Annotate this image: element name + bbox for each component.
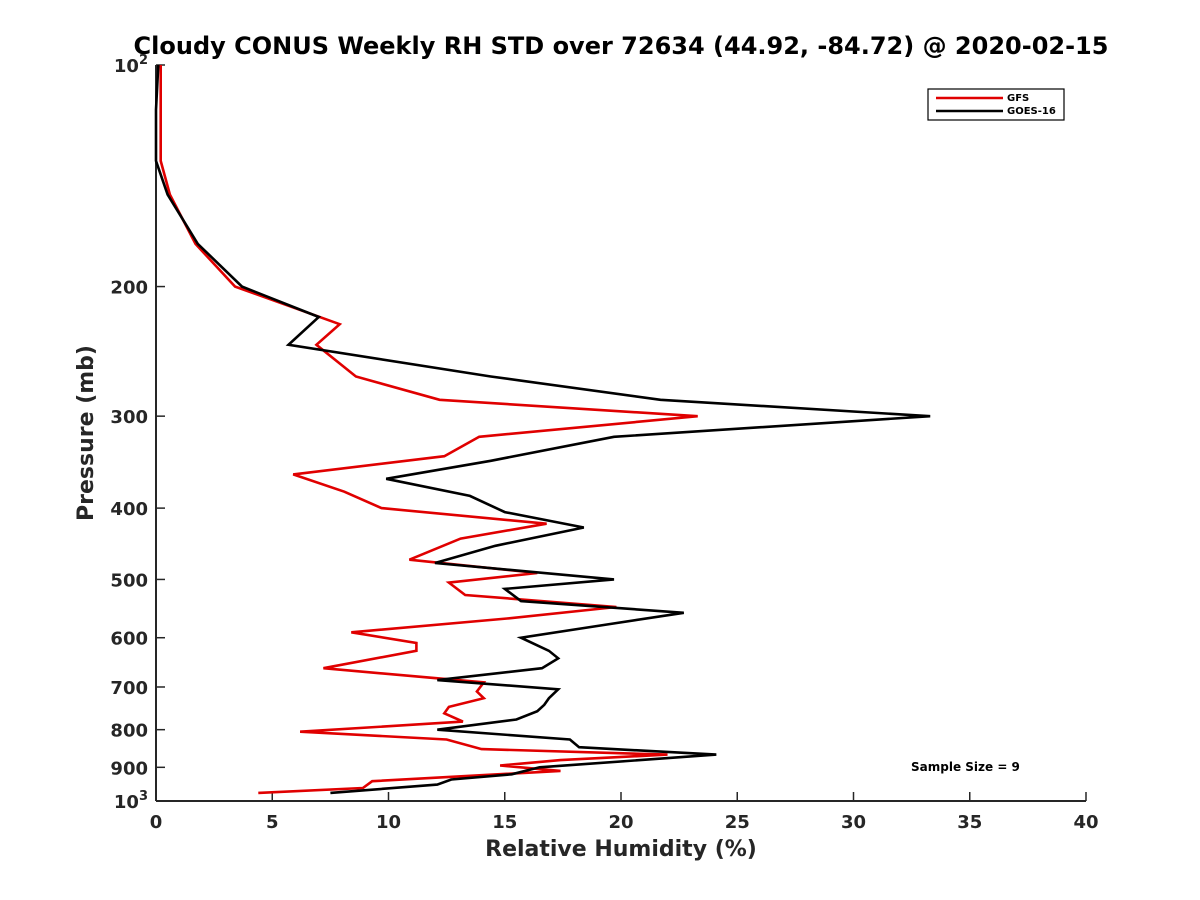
y-tick-base: 10 [114, 56, 139, 77]
y-axis-label: Pressure (mb) [74, 345, 99, 521]
x-axis-label: Relative Humidity (%) [485, 837, 757, 862]
series-line-gfs [159, 65, 698, 795]
x-tick-label: 20 [608, 812, 633, 833]
axes [155, 65, 1086, 802]
y-tick-label: 700 [110, 678, 148, 699]
legend-label-goes16: GOES-16 [1007, 106, 1056, 117]
y-tick-label: 500 [110, 570, 148, 591]
sample-size-annotation: Sample Size = 9 [911, 760, 1020, 774]
x-tick-label: 5 [266, 812, 279, 833]
y-tick-label: 900 [110, 758, 148, 779]
x-ticks: 0 5 10 15 20 25 30 35 40 [150, 792, 1099, 833]
x-tick-label: 0 [150, 812, 163, 833]
chart-title: Cloudy CONUS Weekly RH STD over 72634 (4… [134, 32, 1109, 60]
x-tick-label: 10 [376, 812, 401, 833]
x-tick-label: 25 [725, 812, 750, 833]
y-tick-label: 300 [110, 407, 148, 428]
legend-label-gfs: GFS [1007, 93, 1029, 104]
legend: GFS GOES-16 [927, 88, 1065, 121]
x-tick-label: 35 [957, 812, 982, 833]
y-tick-exponent: 3 [139, 789, 148, 804]
y-tick-label: 103 [114, 789, 148, 813]
x-tick-label: 15 [492, 812, 517, 833]
legend-box [927, 88, 1065, 121]
x-tick-label: 40 [1073, 812, 1098, 833]
y-tick-label: 600 [110, 629, 148, 650]
y-tick-label: 400 [110, 499, 148, 520]
y-tick-label: 200 [110, 278, 148, 299]
y-tick-label: 800 [110, 721, 148, 742]
x-tick-label: 30 [841, 812, 866, 833]
series-line-goes16 [154, 64, 931, 795]
y-tick-exponent: 2 [139, 53, 148, 68]
y-tick-label: 102 [114, 53, 148, 77]
y-tick-base: 10 [114, 792, 139, 813]
series-lines [154, 64, 931, 795]
